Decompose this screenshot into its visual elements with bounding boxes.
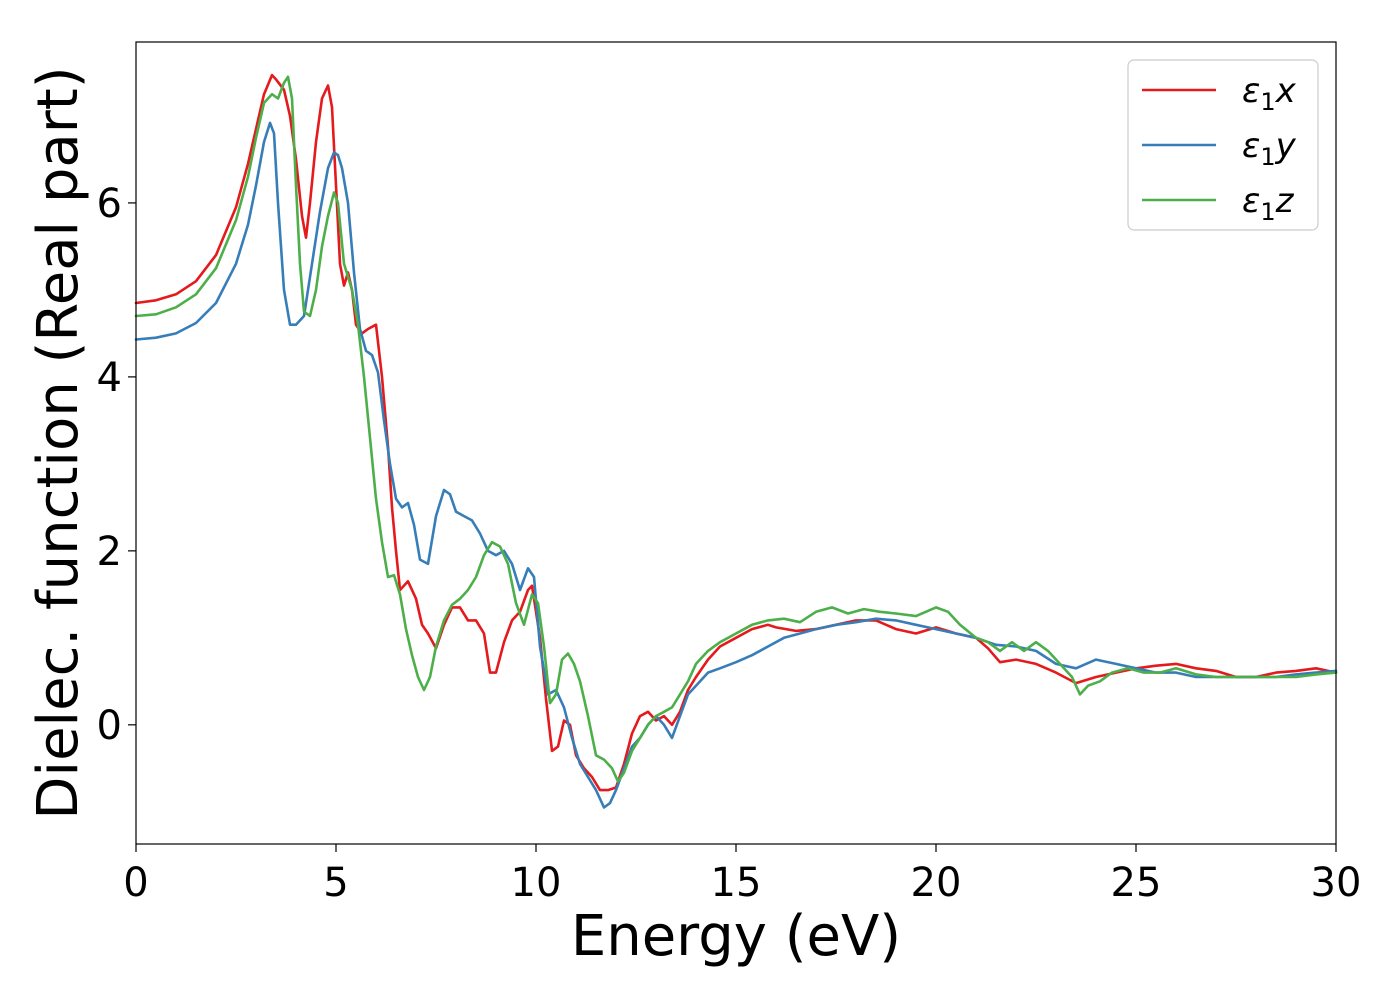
x-axis-label: Energy (eV) <box>571 904 901 969</box>
x-tick-label: 0 <box>123 860 148 906</box>
plot-lines <box>134 73 1338 809</box>
x-tick-label: 10 <box>511 860 562 906</box>
series-line-x <box>134 73 1338 792</box>
x-tick-label: 30 <box>1311 860 1362 906</box>
y-tick-label: 6 <box>97 181 122 227</box>
legend-label-z: ε1z <box>1242 181 1295 226</box>
y-tick-label: 4 <box>97 355 122 401</box>
legend-label-x: ε1x <box>1242 71 1297 116</box>
x-tick-label: 25 <box>1111 860 1162 906</box>
legend: ε1x ε1y ε1z <box>1127 59 1319 231</box>
y-axis-ticks: 0 2 4 6 <box>97 181 136 749</box>
y-tick-label: 2 <box>97 529 122 575</box>
x-tick-label: 15 <box>711 860 762 906</box>
legend-label-y: ε1y <box>1242 126 1297 171</box>
x-tick-label: 20 <box>911 860 962 906</box>
y-axis-label: Dielec. function (Real part) <box>26 66 91 819</box>
x-axis-ticks: 0 5 10 15 20 25 30 <box>123 844 1361 906</box>
series-line-z <box>134 75 1338 783</box>
y-tick-label: 0 <box>97 703 122 749</box>
x-tick-label: 5 <box>323 860 348 906</box>
legend-box <box>1127 59 1319 231</box>
